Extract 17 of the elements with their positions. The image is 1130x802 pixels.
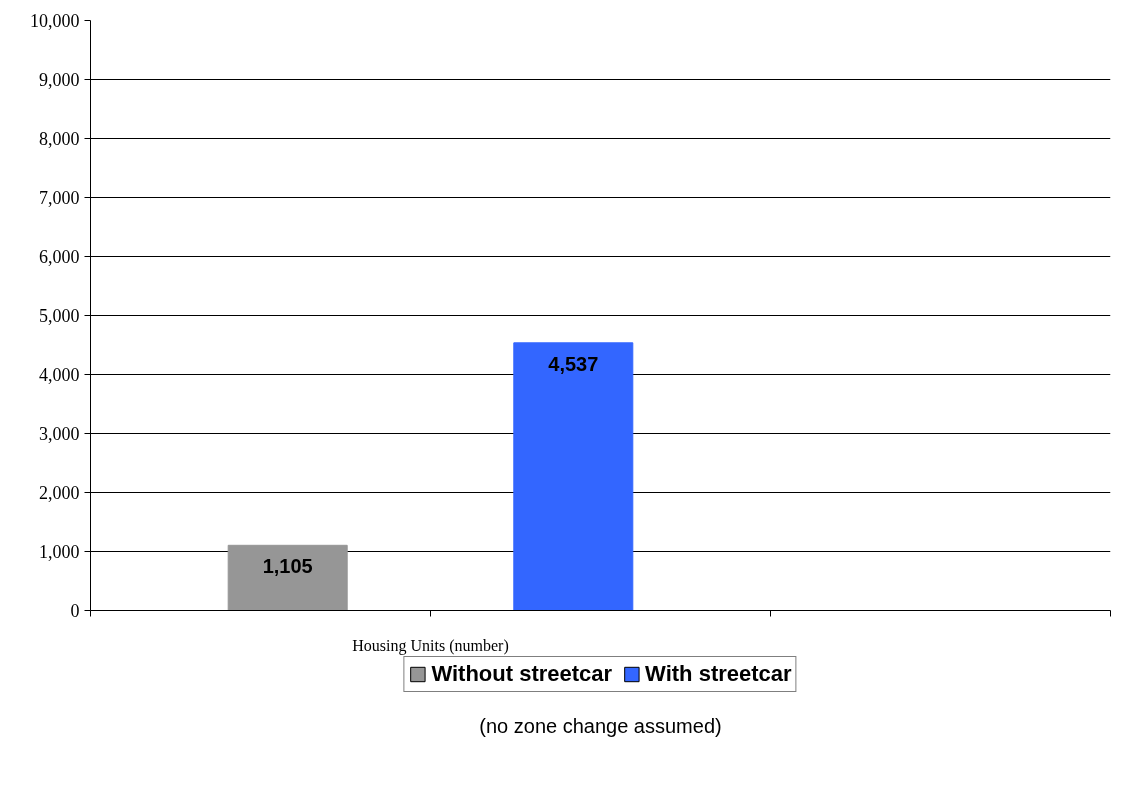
data-label: 1,105: [262, 555, 313, 578]
legend-label: With streetcar: [645, 661, 792, 687]
y-tick-label: 2,000: [39, 483, 80, 503]
y-tick-label: 10,000: [30, 11, 80, 31]
y-tick-label: 7,000: [39, 188, 80, 208]
x-tick-label: Housing Units (number): [352, 636, 509, 655]
y-tick-label: 3,000: [39, 424, 80, 444]
y-tick-label: 5,000: [39, 306, 80, 326]
y-tick-label: 1,000: [39, 542, 80, 562]
y-tick-label: 4,000: [39, 365, 80, 385]
y-tick-label: 8,000: [39, 129, 80, 149]
data-label: 4,537: [548, 352, 599, 375]
y-tick-label: 9,000: [39, 70, 80, 90]
legend-label: Without streetcar: [431, 661, 613, 687]
text: (no zone change assumed): [479, 714, 722, 737]
y-tick-label: 0: [70, 601, 80, 621]
y-tick-label: 6,000: [39, 247, 80, 267]
